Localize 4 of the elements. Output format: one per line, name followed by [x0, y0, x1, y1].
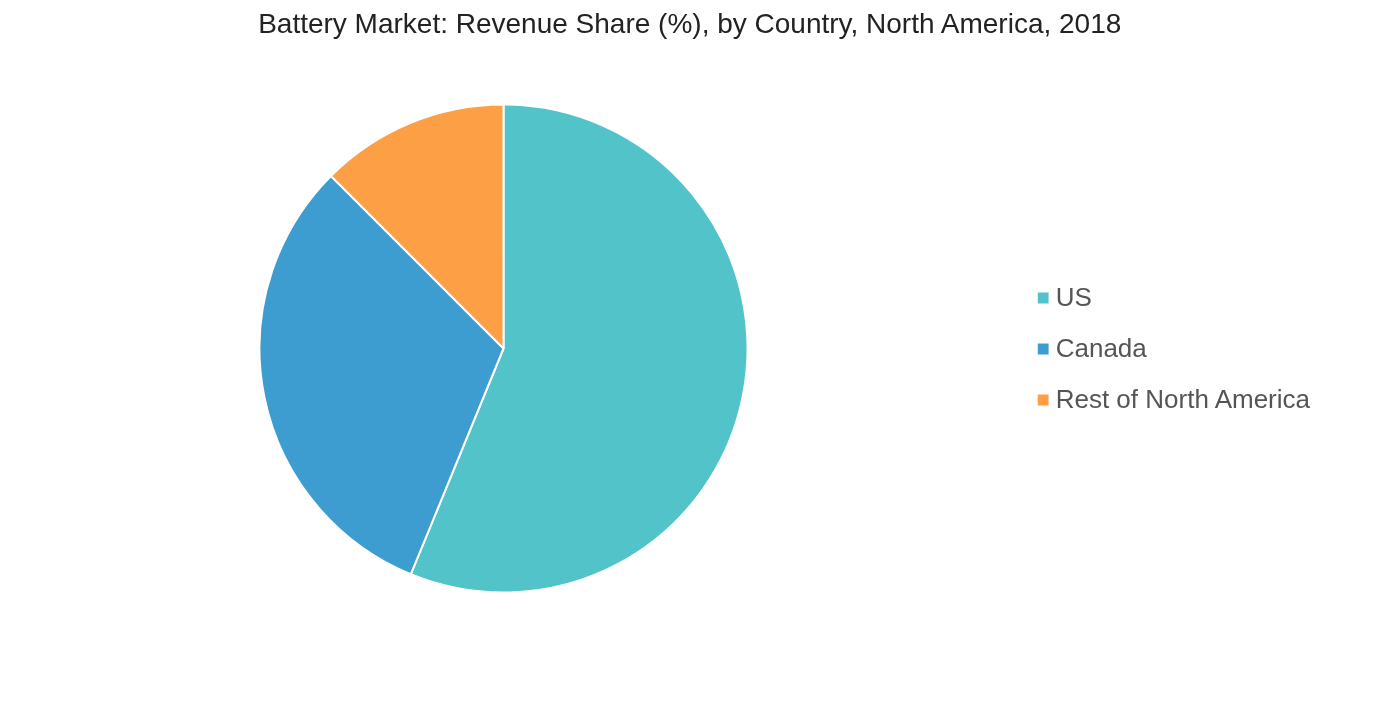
legend-label: US — [1055, 281, 1092, 313]
legend-label: Canada — [1055, 332, 1147, 364]
legend-label: Rest of North America — [1055, 383, 1310, 415]
chart-title: Battery Market: Revenue Share (%), by Country, North America, 2018 — [258, 7, 1122, 39]
